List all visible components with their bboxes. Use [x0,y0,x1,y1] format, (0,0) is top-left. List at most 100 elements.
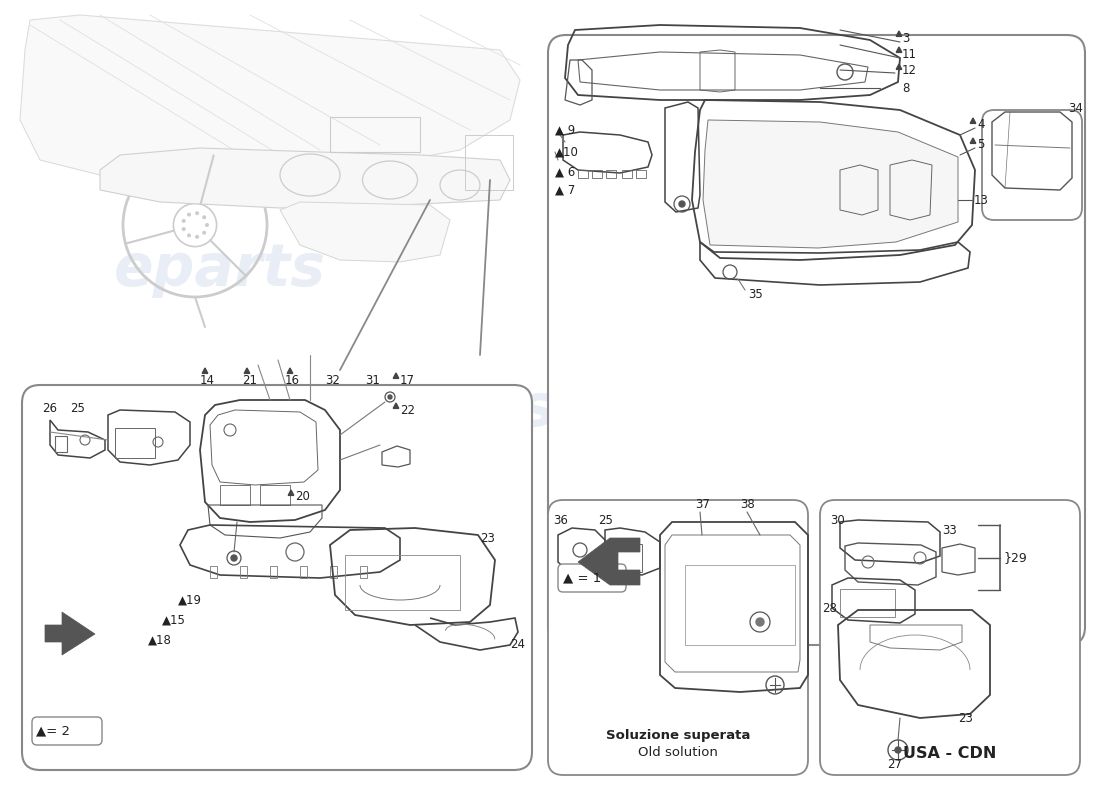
Text: 31: 31 [365,374,380,386]
Circle shape [187,234,191,238]
Polygon shape [393,373,399,378]
FancyBboxPatch shape [548,35,1085,645]
Text: 20: 20 [295,490,310,503]
Text: 3: 3 [902,31,910,45]
Circle shape [187,213,191,217]
Circle shape [202,215,206,219]
Bar [612,544,642,572]
Text: 4: 4 [977,118,985,131]
Text: 25: 25 [70,402,85,414]
Text: 38: 38 [740,498,755,511]
Text: 33: 33 [942,523,957,537]
Text: 26: 26 [42,402,57,414]
Text: ▲ 9: ▲ 9 [556,123,575,137]
Text: 37: 37 [695,498,710,511]
Polygon shape [896,31,902,36]
Bar [330,566,337,578]
Polygon shape [20,15,520,180]
Text: ▲18: ▲18 [148,634,172,646]
Bar [591,552,603,574]
Text: ▲15: ▲15 [162,614,186,626]
Text: ▲ 6: ▲ 6 [556,166,575,178]
Polygon shape [703,120,958,248]
Circle shape [388,395,392,399]
Text: 32: 32 [324,374,340,386]
FancyBboxPatch shape [22,385,532,770]
Polygon shape [202,368,208,374]
Bar [210,566,217,578]
Polygon shape [896,64,902,70]
Circle shape [231,555,236,561]
FancyBboxPatch shape [558,564,626,592]
Text: }29: }29 [1003,551,1026,565]
Polygon shape [970,138,976,143]
Text: ▲= 2: ▲= 2 [36,725,70,738]
FancyBboxPatch shape [982,110,1082,220]
Text: 35: 35 [748,289,762,302]
Text: 12: 12 [902,65,917,78]
Polygon shape [578,538,640,585]
Text: eparts: eparts [344,382,557,438]
Text: 5: 5 [977,138,985,151]
Text: 16: 16 [285,374,300,386]
Polygon shape [393,403,399,408]
Circle shape [202,230,206,234]
Circle shape [182,227,186,231]
Bar [240,566,248,578]
Text: 11: 11 [902,47,917,61]
Bar [840,589,895,617]
Bar [260,485,290,505]
Circle shape [182,219,186,223]
Text: 28: 28 [822,602,837,614]
FancyBboxPatch shape [820,500,1080,775]
FancyBboxPatch shape [32,717,102,745]
Circle shape [195,235,199,239]
Bar [300,566,307,578]
Text: 24: 24 [510,638,525,651]
Bar [220,485,250,505]
Polygon shape [45,612,95,655]
Text: ▲ = 1: ▲ = 1 [563,571,602,585]
Text: 36: 36 [553,514,568,526]
Polygon shape [244,368,250,374]
Circle shape [195,211,199,215]
Bar [55,436,67,452]
Text: Old solution: Old solution [638,746,718,759]
Polygon shape [100,148,510,208]
Text: 25: 25 [598,514,613,526]
Text: 23: 23 [480,531,495,545]
Polygon shape [896,47,902,53]
Text: 17: 17 [400,374,415,386]
Text: USA - CDN: USA - CDN [903,746,997,761]
Bar [116,428,155,458]
FancyBboxPatch shape [548,500,808,775]
Text: 27: 27 [887,758,902,771]
Text: Soluzione superata: Soluzione superata [606,729,750,742]
Bar [330,117,420,152]
Polygon shape [970,118,976,123]
Circle shape [756,618,764,626]
Text: ▲ 7: ▲ 7 [556,183,575,197]
Text: 23: 23 [958,711,972,725]
Text: 30: 30 [830,514,845,526]
Polygon shape [280,202,450,262]
Text: ▲10: ▲10 [556,146,579,158]
Bar [345,555,460,610]
Text: 14: 14 [200,374,214,386]
Polygon shape [287,368,293,374]
Text: 8: 8 [902,82,910,94]
Text: 13: 13 [974,194,989,206]
Text: 22: 22 [400,403,415,417]
Bar [360,566,367,578]
Text: 21: 21 [242,374,257,386]
Text: eparts: eparts [114,242,326,298]
Bar [270,566,277,578]
Text: ▲19: ▲19 [178,594,202,606]
Polygon shape [288,490,294,495]
Circle shape [205,223,209,227]
Text: 34: 34 [1068,102,1082,114]
Bar [465,135,513,190]
Text: eparts: eparts [574,242,786,298]
Circle shape [895,747,901,753]
Circle shape [679,201,685,207]
